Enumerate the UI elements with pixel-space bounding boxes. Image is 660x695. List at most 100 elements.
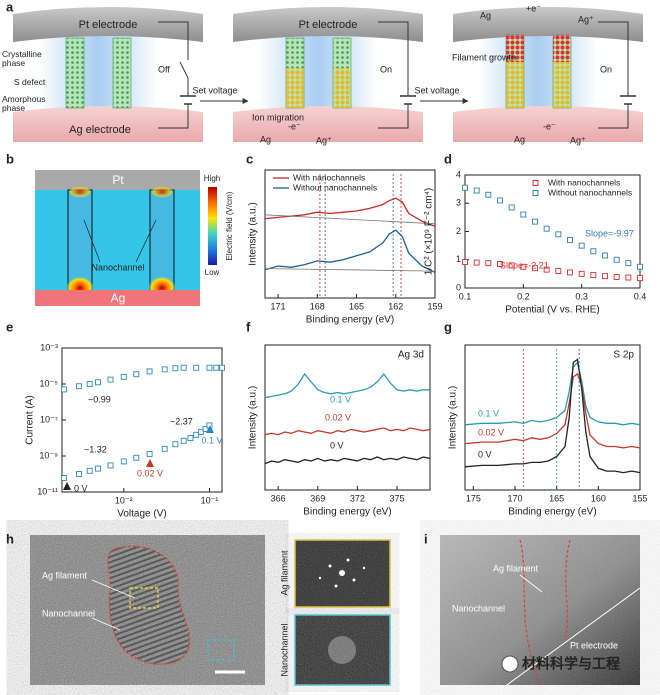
series-label: 0.02 V (478, 427, 504, 437)
legend-label: With nanochannels (548, 177, 620, 187)
image-label: Nanochannel (42, 608, 95, 618)
hot-spot (68, 186, 92, 198)
chart-title: Ag 3d (398, 350, 424, 361)
y-axis-label: Intensity (a.u.) (248, 386, 259, 449)
y-axis-label: Intensity (a.u.) (248, 202, 259, 265)
x-axis-label: Binding energy (eV) (303, 507, 391, 518)
ion-label: Ag (480, 10, 491, 20)
x-axis-label: Binding energy (eV) (306, 315, 394, 326)
ion-label: Ag⁺ (316, 135, 332, 145)
point (578, 270, 585, 277)
ag-layer (35, 290, 200, 306)
colorbar (208, 187, 217, 265)
point (462, 184, 468, 191)
phase-label: Amorphous phase (2, 95, 46, 114)
image-label: Ag filament (493, 563, 539, 573)
defect-label: S defect (14, 78, 46, 87)
y-tick-label: 1 (456, 254, 461, 264)
panel-letter: i (424, 531, 428, 546)
ag-filament (553, 34, 571, 62)
x-tick-label: 159 (427, 301, 442, 311)
point (497, 261, 503, 267)
point (120, 458, 127, 465)
ag-ions (506, 60, 524, 108)
point (86, 381, 93, 387)
field-glow (38, 30, 158, 112)
colorbar-label: Low (205, 268, 220, 277)
hot-spot (150, 186, 174, 198)
point (120, 373, 127, 380)
y-tick-label: 10⁻³ (40, 342, 58, 352)
phase-label: Crystalline phase (2, 50, 42, 69)
ion-label: Ag⁺ (570, 135, 586, 145)
ag-electrode (453, 106, 643, 142)
panel-i: Ag filament Nanochannel Pt electrode 材料科… (440, 535, 641, 691)
point (219, 364, 225, 371)
point (473, 187, 480, 194)
point (532, 265, 538, 272)
x-tick-label: 162 (388, 301, 403, 311)
point (462, 259, 468, 265)
y-axis-label: 1/C² (×10⁹ F⁻² cm⁴) (424, 188, 435, 275)
point (133, 454, 140, 461)
ag-ions (553, 60, 571, 108)
chart-title: S 2p (613, 350, 634, 361)
point (60, 475, 67, 481)
ag-electrode (13, 106, 203, 142)
x-tick-label: 168 (310, 301, 325, 311)
axes-frame (464, 344, 641, 491)
state-marker (63, 482, 71, 490)
inset-label: Nanochannel (279, 623, 289, 676)
panel-letter: e (6, 319, 13, 334)
point (146, 450, 153, 457)
image-label: Ag filament (42, 570, 88, 580)
x-tick-label: 170 (507, 493, 522, 503)
pointer (83, 219, 101, 263)
legend-label: With nanochannels (293, 172, 365, 182)
point (172, 441, 179, 448)
point (161, 366, 168, 373)
point (180, 437, 187, 444)
point (497, 197, 503, 204)
panel-a (13, 7, 643, 142)
series-line (464, 358, 641, 474)
process-label: Filament growth (452, 52, 516, 62)
legend-label: Without nanochannels (548, 187, 632, 197)
series-line (264, 229, 436, 273)
point (637, 275, 643, 282)
interface-line (499, 587, 641, 691)
point (485, 191, 492, 198)
series-label: 0.1 V (478, 408, 499, 418)
point (625, 260, 632, 267)
ion-label: Ag (260, 134, 271, 144)
y-axis-label: Intensity (a.u.) (448, 386, 459, 449)
x-tick-label: 369 (310, 493, 325, 503)
point (613, 274, 620, 280)
point (95, 465, 101, 472)
pointer (91, 579, 136, 599)
label-box: Crystalline phase (2, 50, 42, 69)
state-marker (206, 425, 214, 433)
ion-label: Ag⁺ (578, 14, 594, 24)
series-label: 0.1 V (330, 394, 351, 404)
field-map (35, 190, 200, 290)
switch-label: On (600, 64, 612, 74)
layer-label: Pt (112, 173, 124, 187)
ag-ions (286, 68, 304, 108)
point (578, 242, 585, 249)
series-line (264, 268, 436, 272)
point (161, 445, 168, 452)
point (567, 269, 573, 276)
point (508, 262, 515, 269)
x-tick-label: 0.4 (634, 291, 647, 301)
electron-label: -e⁻ (288, 121, 301, 131)
x-tick-label: 0.3 (575, 291, 588, 301)
arrow-label: Set voltage (192, 85, 237, 95)
state-marker (146, 459, 154, 467)
annotation: Slope=-2.21 (500, 260, 549, 270)
switch-label: On (380, 64, 392, 74)
series-line (264, 214, 436, 225)
circuit (378, 21, 409, 129)
point (555, 231, 562, 238)
